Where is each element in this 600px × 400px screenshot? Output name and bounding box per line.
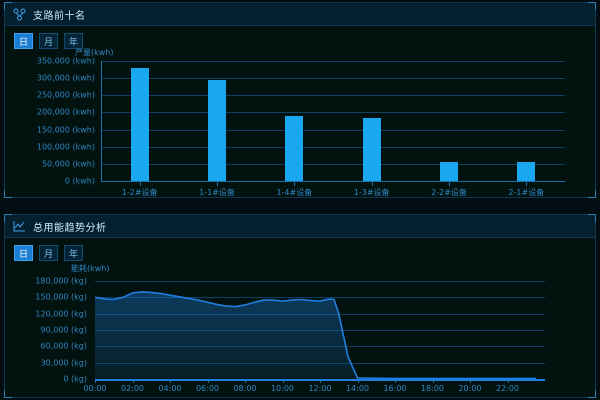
bar[interactable] <box>285 115 304 181</box>
panel-header-bottom: 总用能趋势分析 <box>5 215 595 238</box>
bar[interactable] <box>130 67 149 181</box>
x-axis-tick-mark <box>132 380 134 383</box>
line-chart-icon <box>13 220 26 233</box>
range-button-year[interactable]: 年 <box>64 33 83 49</box>
corner-decor-top-left <box>4 2 12 10</box>
y-axis-tick-label: 0 (kg) <box>63 374 87 384</box>
trend-line <box>95 291 537 380</box>
range-button-year[interactable]: 年 <box>64 245 83 261</box>
y-axis-tick-label: 300,000 (kwh) <box>36 73 95 83</box>
y-axis-tick-label: 180,000 (kg) <box>35 276 87 286</box>
y-axis-tick-label: 30,000 (kg) <box>40 358 88 368</box>
x-axis-tick-label: 08:00 <box>233 384 257 393</box>
y-axis-title: 能耗(kwh) <box>71 264 110 273</box>
x-axis-tick-label: 1-2#设备 <box>121 188 158 197</box>
y-axis-tick-label: 200,000 (kwh) <box>36 107 95 117</box>
x-axis-tick-label: 2-1#设备 <box>508 188 545 197</box>
gridline <box>101 181 565 182</box>
y-axis-tick-label: 250,000 (kwh) <box>36 90 95 100</box>
x-axis-tick-label: 18:00 <box>420 384 445 393</box>
corner-decor-bottom-right <box>588 190 596 198</box>
range-button-month[interactable]: 月 <box>39 33 58 49</box>
y-axis-tick-label: 0 (kwh) <box>64 176 95 186</box>
gridline <box>101 163 565 165</box>
x-axis-tick-mark <box>470 380 471 383</box>
panel-header-top: 支路前十名 <box>5 3 595 26</box>
x-axis-tick-mark <box>217 182 218 186</box>
y-axis-tick-label: 150,000 (kwh) <box>36 125 95 135</box>
branch-icon <box>13 8 26 21</box>
x-axis-tick-label: 12:00 <box>308 384 332 393</box>
x-axis-tick-label: 16:00 <box>383 384 407 393</box>
range-button-month[interactable]: 月 <box>39 245 58 261</box>
gridline <box>101 146 565 148</box>
x-axis-tick-mark <box>395 380 396 383</box>
x-axis-tick-label: 02:00 <box>120 384 145 393</box>
y-axis-tick-label: 350,000 (kwh) <box>36 56 95 66</box>
y-axis-tick-label: 60,000 (kg) <box>40 341 88 351</box>
x-axis-tick-label: 1-3#设备 <box>353 188 390 197</box>
range-button-day[interactable]: 日 <box>14 33 33 49</box>
y-axis-title: 产量(kwh) <box>75 48 114 57</box>
gridline <box>101 95 565 97</box>
y-axis-tick-label: 100,000 (kwh) <box>36 142 95 152</box>
area-chart-area: 能耗(kwh) 180,000 (kg) 150,000 (kg) 120,000 (… <box>5 263 597 397</box>
x-axis-tick-mark <box>371 182 373 186</box>
x-axis-tick-label: 20:00 <box>458 384 482 393</box>
x-axis-tick-mark <box>526 182 528 186</box>
corner-decor-bottom-left <box>4 190 12 198</box>
x-axis-tick-label: 06:00 <box>195 384 220 393</box>
x-axis-tick-mark <box>432 380 434 383</box>
energy-trend-panel: 总用能趋势分析 日月年 能耗(kwh) 180,000 (kg) 150,000 (… <box>4 214 596 398</box>
x-axis-tick-mark <box>449 182 450 186</box>
x-axis-tick-label: 1-1#设备 <box>199 188 235 197</box>
bar[interactable] <box>362 117 381 181</box>
x-axis-tick-mark <box>95 380 96 383</box>
x-axis-tick-mark <box>294 182 296 186</box>
bar-chart-area: 产量(kwh) 350,000 (kwh) 300,000 (kwh) 250,000… <box>5 48 597 197</box>
y-axis-tick-label: 150,000 (kg) <box>35 292 87 302</box>
range-button-day[interactable]: 日 <box>14 245 33 261</box>
range-toggle-top[interactable]: 日月年 <box>14 33 83 49</box>
corner-decor-bottom-left <box>4 390 12 398</box>
x-axis-tick-mark <box>207 380 209 383</box>
x-axis-tick-mark <box>507 380 509 383</box>
x-axis-tick-mark <box>245 380 246 383</box>
gridline <box>101 129 565 131</box>
trend-area-fill <box>95 291 536 379</box>
corner-decor-bottom-right <box>588 390 596 398</box>
y-axis-tick-label: 120,000 (kg) <box>35 309 87 319</box>
trend-series <box>95 291 537 380</box>
x-axis-tick-mark <box>170 380 171 383</box>
x-axis-tick-mark <box>282 380 284 383</box>
x-axis-tick-label: 2-2#设备 <box>431 188 467 197</box>
gridline <box>101 112 565 114</box>
x-axis-tick-mark <box>320 380 321 383</box>
gridline <box>101 78 565 80</box>
x-axis-tick-label: 00:00 <box>83 384 107 393</box>
y-axis-line <box>101 61 102 182</box>
y-axis-tick-label: 90,000 (kg) <box>40 325 88 335</box>
bar[interactable] <box>208 79 226 181</box>
bar[interactable] <box>517 162 536 181</box>
x-axis-tick-mark <box>139 182 141 186</box>
corner-decor-top-right <box>588 214 596 222</box>
corner-decor-top-left <box>4 214 12 222</box>
x-axis-tick-mark <box>357 380 359 383</box>
x-axis-tick-label: 1-4#设备 <box>276 188 313 197</box>
x-axis-tick-label: 14:00 <box>345 384 370 393</box>
gridline <box>101 61 565 62</box>
branch-ranking-panel: 支路前十名 日月年 产量(kwh) 350,000 (kwh) 300,000 (k… <box>4 2 596 198</box>
range-toggle-bottom[interactable]: 日月年 <box>14 245 83 261</box>
bar[interactable] <box>440 162 458 181</box>
x-axis-tick-label: 22:00 <box>495 384 520 393</box>
corner-decor-top-right <box>588 2 596 10</box>
gridline <box>95 297 545 299</box>
panel-title-bottom: 总用能趋势分析 <box>33 222 107 234</box>
gridline <box>95 281 545 282</box>
panel-title-top: 支路前十名 <box>33 10 86 22</box>
y-axis-tick-label: 50,000 (kwh) <box>41 159 95 169</box>
x-axis-tick-label: 10:00 <box>270 384 295 393</box>
x-axis-tick-label: 04:00 <box>158 384 182 393</box>
